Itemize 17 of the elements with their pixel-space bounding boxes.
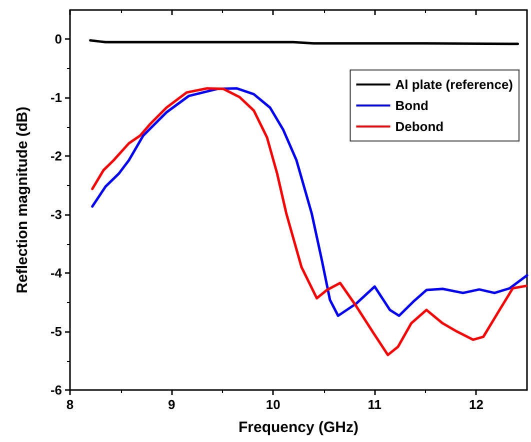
x-tick-label: 11 <box>368 397 382 412</box>
y-tick-label: -5 <box>50 324 62 340</box>
legend-label: Bond <box>395 98 429 113</box>
x-tick-label: 10 <box>266 397 280 412</box>
legend-label: Al plate (reference) <box>395 77 514 92</box>
y-tick-label: -2 <box>50 148 62 164</box>
y-tick-label: -6 <box>50 382 62 398</box>
x-tick-label: 8 <box>66 397 74 412</box>
x-tick-label: 12 <box>468 397 484 412</box>
x-axis-title: Frequency (GHz) <box>238 419 359 436</box>
legend-label: Debond <box>395 119 444 134</box>
y-tick-label: -1 <box>50 90 62 106</box>
x-tick-label: 9 <box>168 397 176 412</box>
y-tick-label: -4 <box>50 266 63 281</box>
y-tick-label: -3 <box>50 207 62 222</box>
y-axis-title: Reflection magnitude (dB) <box>14 106 31 294</box>
y-tick-label: 0 <box>54 32 62 47</box>
